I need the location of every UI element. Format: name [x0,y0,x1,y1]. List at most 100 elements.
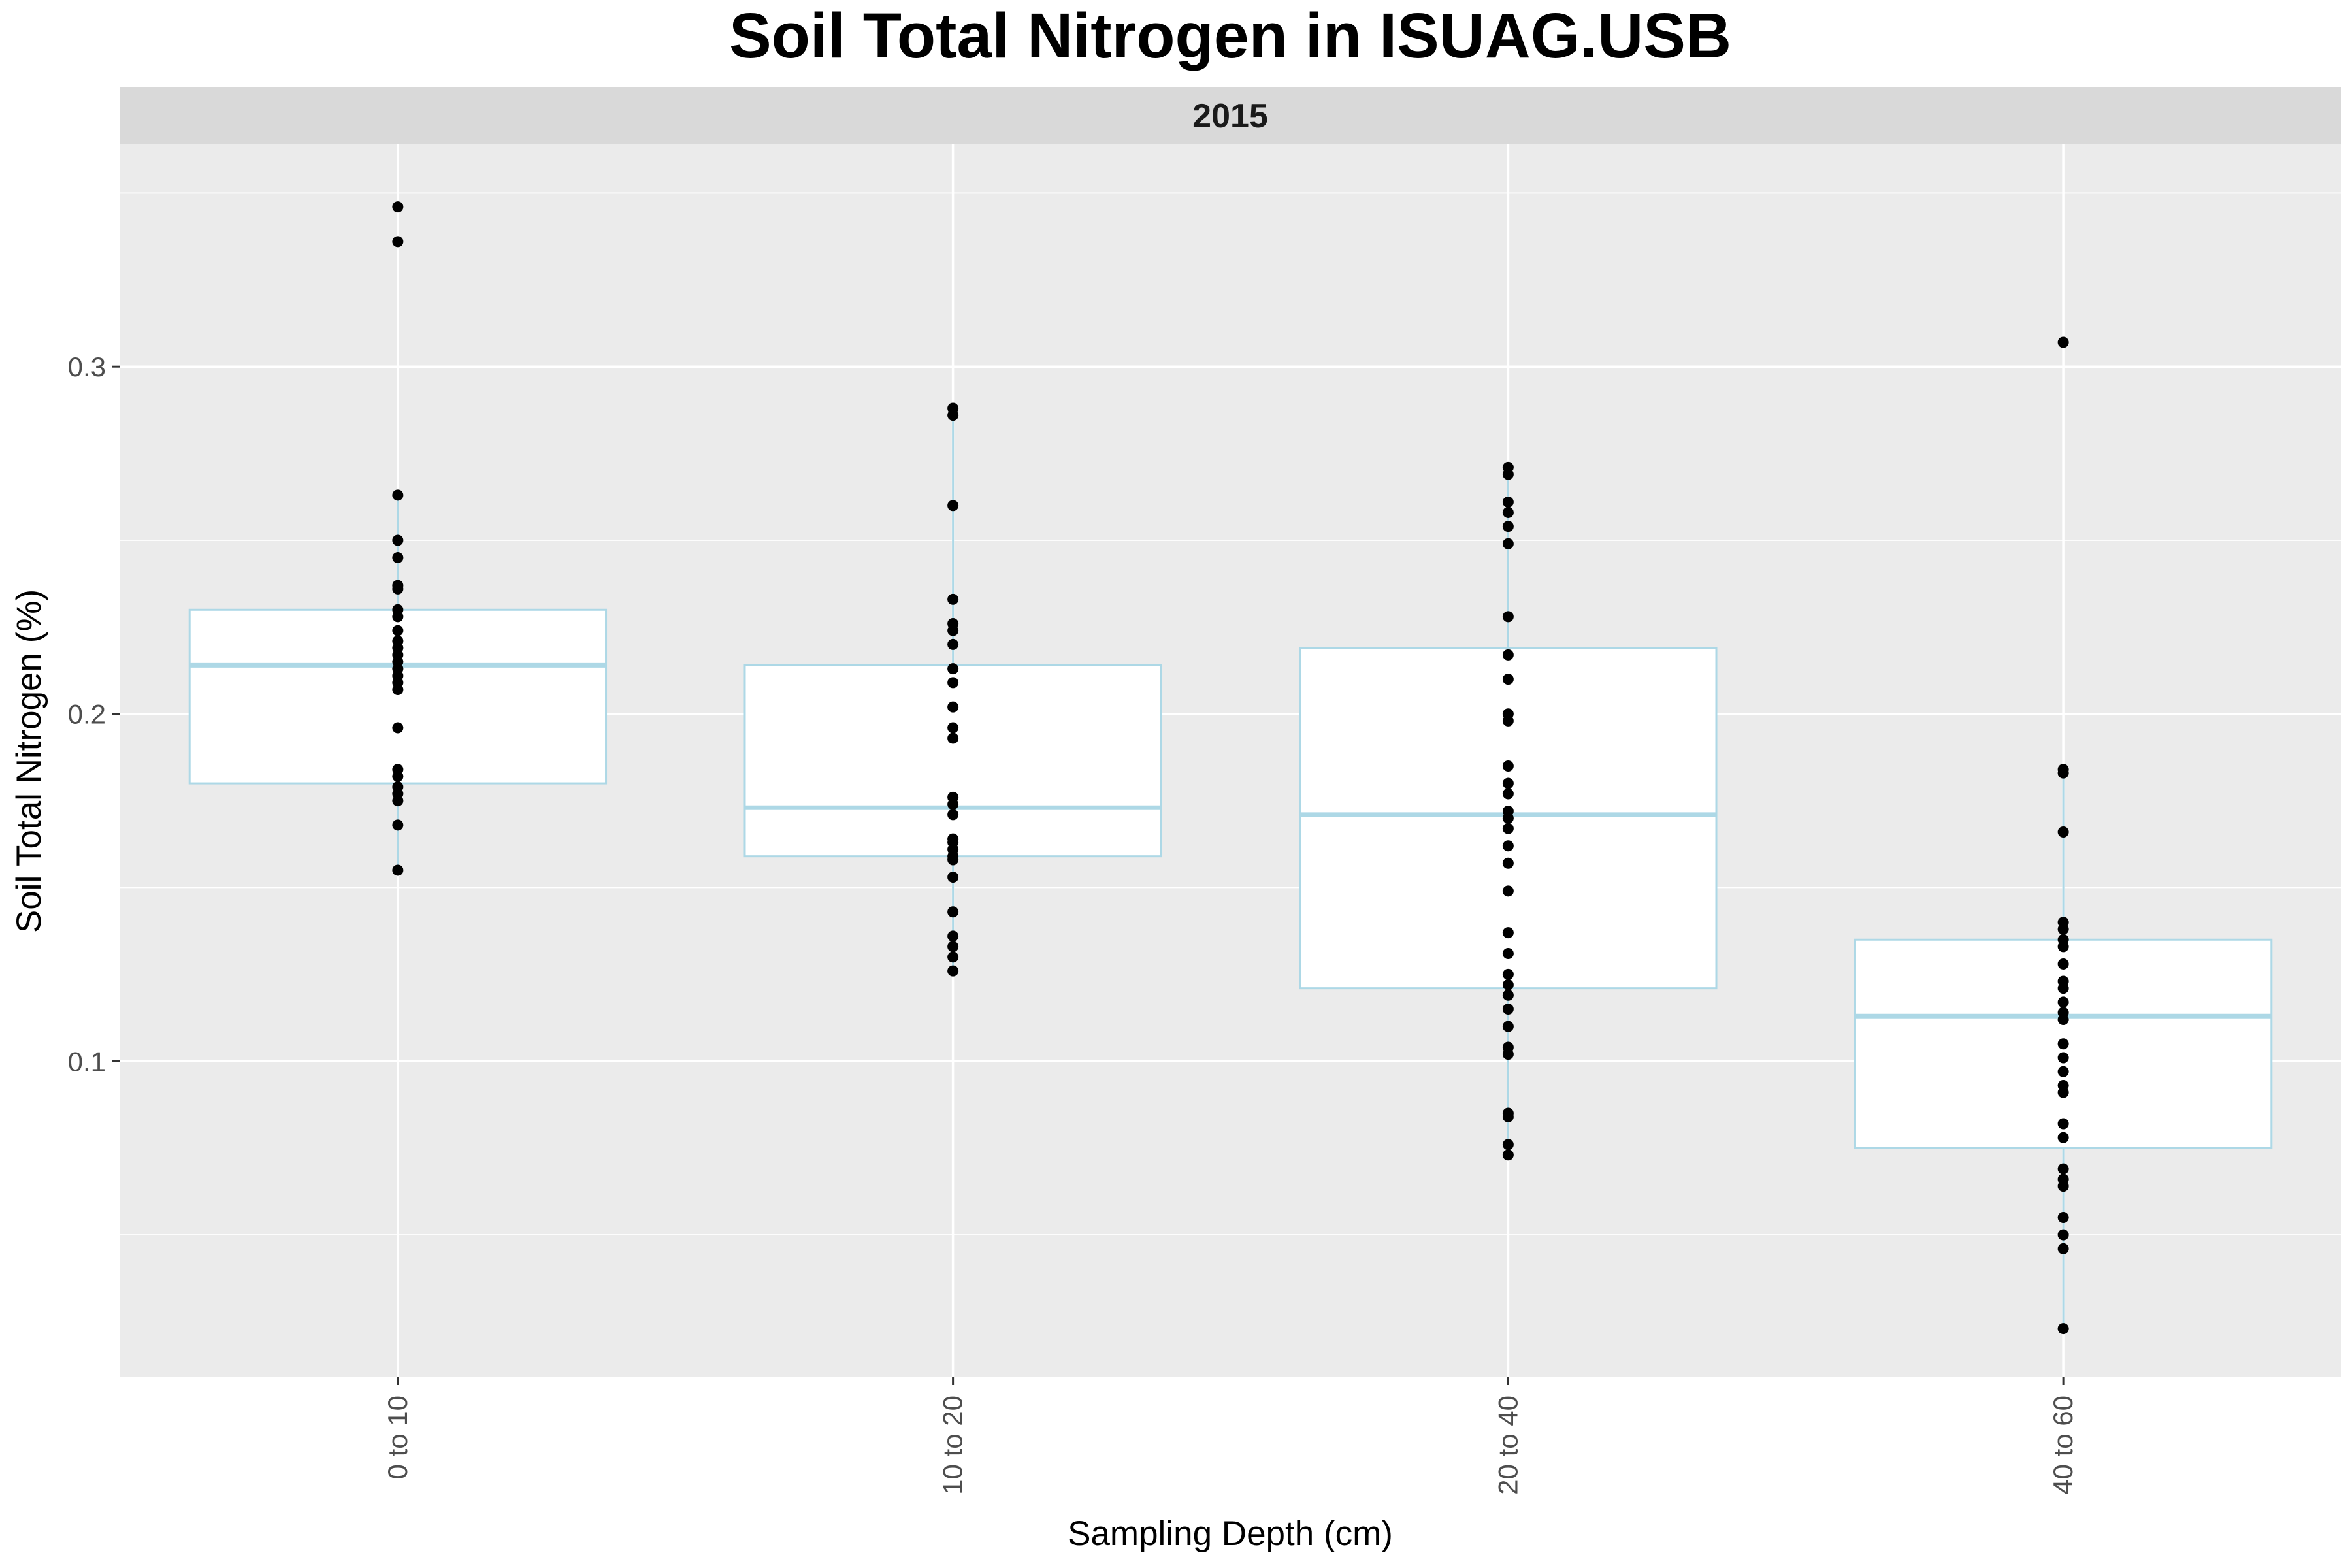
data-point [392,583,404,595]
data-point [2057,1323,2069,1335]
data-point [1502,538,1514,549]
data-point [392,489,404,501]
y-axis-ticks: 0.1 0.2 0.3 [68,351,120,1077]
data-point [392,201,404,213]
data-point [1502,506,1514,518]
data-point [1502,496,1514,508]
data-point [1502,823,1514,834]
data-point [947,809,959,821]
data-point [1502,521,1514,532]
data-point [2057,958,2069,970]
y-tick-label: 0.3 [68,351,106,382]
data-point [1502,1004,1514,1015]
data-point [1502,468,1514,480]
data-point [1502,857,1514,869]
data-point [947,593,959,605]
data-point [2057,983,2069,994]
data-point [2057,1066,2069,1077]
data-point [392,552,404,564]
data-point [947,625,959,636]
data-point [2057,1086,2069,1098]
data-point [2057,1229,2069,1241]
data-point [392,236,404,248]
data-point [947,410,959,421]
x-tick-label: 0 to 10 [382,1396,413,1479]
data-point [947,951,959,963]
data-point [1502,979,1514,990]
data-point [1502,777,1514,789]
data-point [2057,1243,2069,1254]
facet-strip-label: 2015 [1192,97,1268,135]
data-point [2057,923,2069,935]
data-point [947,941,959,953]
data-point [2057,767,2069,779]
data-point [2057,826,2069,838]
data-point [392,611,404,623]
data-point [947,638,959,650]
data-point [392,534,404,546]
y-tick-label: 0.2 [68,699,106,730]
data-point [392,819,404,831]
x-axis-label: Sampling Depth (cm) [1068,1514,1393,1553]
data-point [2057,941,2069,953]
data-point [947,906,959,918]
facet-strip [120,87,2341,144]
data-point [1502,948,1514,960]
data-point [1502,649,1514,661]
data-point [392,722,404,734]
data-point [1502,927,1514,939]
data-point [947,732,959,744]
data-point [1502,674,1514,685]
data-point [1502,1149,1514,1161]
data-point [2057,1038,2069,1050]
data-point [2057,1118,2069,1130]
data-point [1502,840,1514,852]
data-point [1502,1021,1514,1032]
data-point [947,854,959,866]
data-point [1502,760,1514,772]
data-point [947,677,959,689]
data-point [2057,1163,2069,1175]
data-point [1502,1111,1514,1122]
data-point [2057,996,2069,1008]
data-point [1502,812,1514,824]
data-point [947,500,959,512]
box-iqr [743,664,1162,858]
data-point [392,684,404,696]
data-point [2057,1014,2069,1026]
data-point [1502,715,1514,727]
chart-title: Soil Total Nitrogen in ISUAG.USB [729,0,1731,71]
data-point [2057,1181,2069,1192]
data-point [2057,336,2069,348]
data-point [392,864,404,876]
data-point [1502,968,1514,980]
data-point [947,798,959,810]
y-axis-label: Soil Total Nitrogen (%) [10,589,48,933]
data-point [947,722,959,734]
data-point [1502,611,1514,623]
x-axis-ticks: 0 to 10 10 to 20 20 to 40 40 to 60 [382,1377,2078,1495]
data-point [947,965,959,977]
x-tick-label: 40 to 60 [2048,1396,2078,1495]
data-point [392,770,404,782]
data-point [947,663,959,675]
data-point [947,930,959,942]
data-point [947,701,959,713]
x-tick-label: 20 to 40 [1492,1396,1523,1495]
data-point [1502,1139,1514,1151]
data-point [392,795,404,807]
data-point [2057,1132,2069,1143]
x-tick-label: 10 to 20 [938,1396,968,1495]
data-point [2057,1052,2069,1064]
data-point [1502,1049,1514,1060]
data-point [1502,989,1514,1001]
data-point [392,625,404,636]
y-tick-label: 0.1 [68,1046,106,1077]
data-point [1502,885,1514,897]
data-point [947,872,959,883]
data-point [1502,788,1514,800]
data-points [392,201,2069,1335]
data-point [2057,1211,2069,1223]
